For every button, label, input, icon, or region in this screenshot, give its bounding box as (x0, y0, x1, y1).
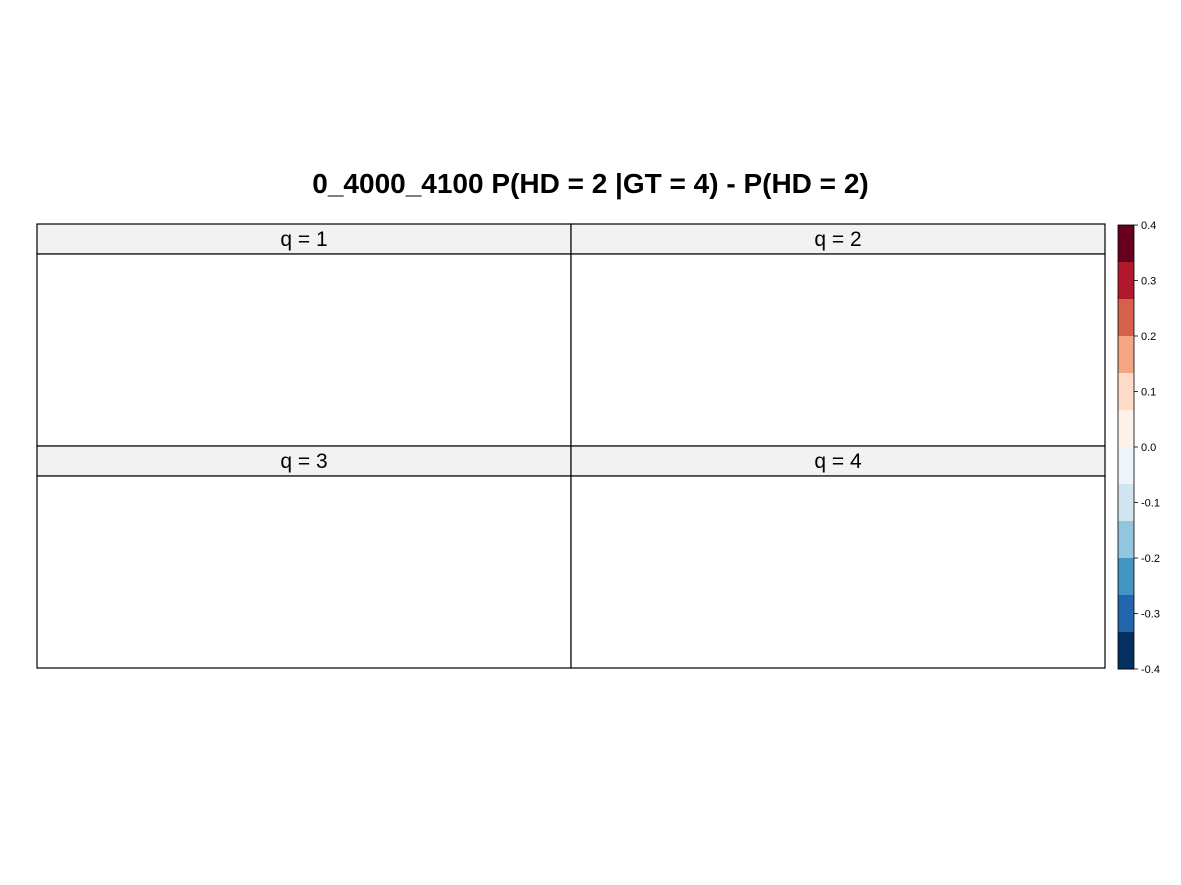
colorbar-swatch (1118, 336, 1134, 374)
colorbar-swatch (1118, 299, 1134, 337)
figure-title: 0_4000_4100 P(HD = 2 |GT = 4) - P(HD = 2… (312, 168, 869, 199)
panel-strip (36, 445, 572, 477)
colorbar-swatch (1118, 558, 1134, 596)
panel-strip-label: q = 1 (280, 228, 327, 251)
colorbar-swatch (1118, 410, 1134, 448)
colorbar-swatch (1118, 225, 1134, 263)
colorbar-tick-label: 0.4 (1141, 220, 1156, 232)
panel-strip (570, 223, 1106, 255)
panel-strip-label: q = 3 (280, 450, 327, 473)
colorbar-swatch (1118, 484, 1134, 522)
colorbar: 0.4 0.3 0.2 0.1 0.0 -0.1 -0.2 -0.3 -0.4 (1117, 220, 1160, 676)
map-panel-q2: q = 2 (570, 223, 1106, 447)
colorbar-swatch (1118, 632, 1134, 670)
colorbar-swatch (1118, 262, 1134, 300)
panel-strip (36, 223, 572, 255)
map-panel-q1: q = 1 (36, 223, 572, 447)
colorbar-tick-label: -0.2 (1141, 553, 1160, 565)
colorbar-tick-label: 0.2 (1141, 331, 1156, 343)
panel-strip-label: q = 2 (814, 228, 861, 251)
map-area (570, 253, 1106, 447)
panels-group: q = 1 q = 2 q = 3 q = 4 (36, 223, 1106, 669)
map-area (36, 475, 572, 669)
colorbar-tick-label: -0.4 (1141, 664, 1160, 676)
colorbar-swatch (1118, 595, 1134, 633)
colorbar-tick-label: 0.3 (1141, 276, 1156, 288)
colorbar-swatch (1118, 447, 1134, 485)
colorbar-tick-label: 0.0 (1141, 442, 1156, 454)
colorbar-tick-label: 0.1 (1141, 387, 1156, 399)
colorbar-swatch (1118, 373, 1134, 411)
panel-strip-label: q = 4 (814, 450, 862, 473)
colorbar-swatch (1118, 521, 1134, 559)
map-panel-q3: q = 3 (36, 445, 572, 669)
colorbar-tick-label: -0.1 (1141, 498, 1160, 510)
map-area (570, 475, 1106, 669)
colorbar-tick-label: -0.3 (1141, 609, 1160, 621)
map-area (36, 253, 572, 447)
map-panel-q4: q = 4 (570, 445, 1106, 669)
